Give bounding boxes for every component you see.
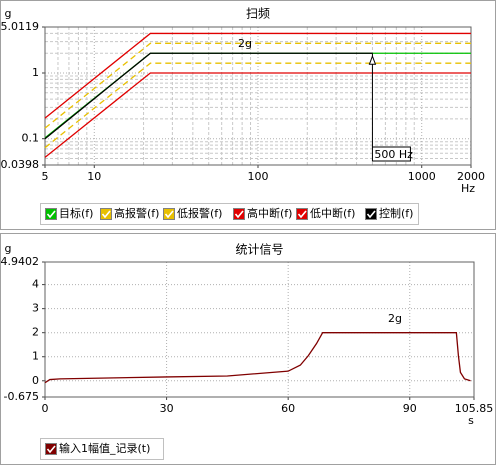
series-line (44, 52, 373, 140)
x-tick-label: 90 (403, 402, 417, 415)
series-line (44, 32, 471, 119)
series-line (44, 62, 471, 149)
top-panel (0, 0, 496, 230)
series-line (44, 72, 471, 158)
legend-checkbox[interactable] (296, 208, 308, 220)
legend-checkbox[interactable] (45, 443, 57, 455)
chart-title: 统计信号 (235, 243, 283, 257)
legend-checkbox[interactable] (233, 208, 245, 220)
legend-label: 低中断(f) (310, 206, 355, 220)
cursor-arrow (368, 54, 377, 65)
y-tick-label: 0.0398 (1, 158, 40, 171)
series-line (44, 332, 471, 384)
x-tick-label: 30 (160, 402, 174, 415)
legend-label: 高中断(f) (247, 206, 292, 220)
y-tick-label: 3 (32, 302, 39, 315)
y-axis-label: g (5, 7, 12, 20)
legend-box (40, 438, 164, 460)
legend-check (164, 210, 174, 219)
legend-label: 低报警(f) (177, 206, 222, 220)
x-tick-label: 0 (42, 402, 49, 415)
x-axis-label: s (468, 414, 474, 427)
y-tick-label: 0.1 (22, 132, 40, 145)
x-tick-label: 100 (248, 170, 269, 183)
annotation: 2g (388, 312, 402, 325)
annotation-box (371, 146, 411, 162)
plot-frame (44, 26, 472, 166)
y-axis-label: g (5, 242, 12, 255)
plot-frame (44, 261, 475, 398)
legend-check (101, 210, 111, 219)
bottom-panel (0, 233, 496, 465)
y-tick-label: 4 (32, 278, 39, 291)
y-tick-label: 1 (32, 66, 39, 79)
legend-check (46, 210, 56, 219)
x-tick-label: 60 (281, 402, 295, 415)
legend-label: 输入1幅值_记录(t) (59, 441, 150, 455)
y-tick-label: 0 (32, 374, 39, 387)
legend-checkbox[interactable] (45, 208, 57, 220)
legend-label: 高报警(f) (114, 206, 159, 220)
legend-checkbox[interactable] (365, 208, 377, 220)
legend-check (46, 445, 56, 454)
y-tick-label: 5.0119 (1, 20, 40, 33)
y-tick-label: -0.675 (4, 390, 39, 403)
annotation: 2g (238, 37, 252, 50)
legend-check (366, 210, 376, 219)
legend-check (234, 210, 244, 219)
x-axis-label: Hz (461, 182, 475, 195)
y-tick-label: 4.9402 (1, 255, 40, 268)
x-tick-label: 1000 (408, 170, 436, 183)
legend-check (297, 210, 307, 219)
legend-label: 目标(f) (59, 206, 93, 220)
y-tick-label: 1 (32, 350, 39, 363)
x-tick-label: 10 (87, 170, 101, 183)
legend-box (40, 203, 419, 225)
series-line (44, 42, 471, 129)
annotation: 500 Hz (374, 148, 413, 161)
legend-label: 控制(f) (379, 206, 413, 220)
chart-title: 扫频 (246, 7, 270, 21)
x-tick-label: 2000 (457, 170, 485, 183)
x-tick-label: 5 (42, 170, 49, 183)
legend-checkbox[interactable] (163, 208, 175, 220)
x-tick-label: 105.85 (455, 402, 494, 415)
y-tick-label: 2 (32, 326, 39, 339)
legend-checkbox[interactable] (100, 208, 112, 220)
